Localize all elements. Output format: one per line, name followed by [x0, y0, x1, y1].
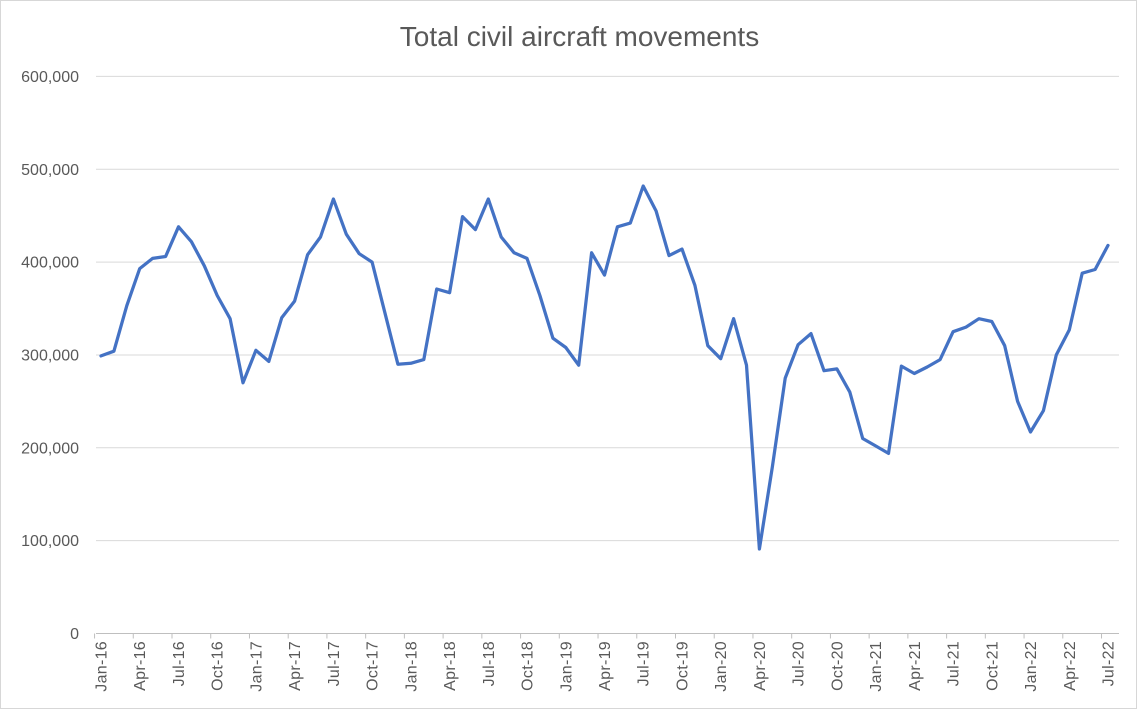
x-axis-tick-label: Oct-20	[829, 641, 846, 691]
y-axis-tick-label: 200,000	[21, 440, 79, 457]
x-axis-tick-label: Jan-16	[94, 641, 111, 692]
x-axis-tick-label: Jan-19	[558, 641, 575, 692]
x-axis-tick-label: Jul-18	[481, 641, 498, 686]
y-axis-labels: 600,000 500,000 400,000 300,000 200,000 100,0…	[21, 69, 79, 643]
x-axis-tick-label: Jan-17	[248, 641, 265, 692]
x-axis-tick-label: Apr-18	[442, 641, 459, 691]
x-axis-labels: Jan-16 Apr-16 Jul-16 Oct-16 Jan-17 Apr-17 Jul-…	[94, 641, 1118, 692]
y-axis-tick-label: 600,000	[21, 69, 79, 86]
x-axis-tick-label: Jul-19	[636, 641, 653, 686]
x-axis-tick-label: Oct-19	[674, 641, 691, 691]
x-axis-tick-label: Oct-17	[365, 641, 382, 691]
x-axis-tick-label: Jul-16	[171, 641, 188, 686]
x-axis-tick-label: Apr-16	[132, 641, 149, 691]
x-axis-tick-label: Apr-20	[752, 641, 769, 691]
x-axis-tick-label: Jan-18	[403, 641, 420, 692]
y-axis-tick-label: 300,000	[21, 347, 79, 364]
x-axis	[94, 633, 1119, 639]
gridlines	[96, 75, 1119, 542]
x-axis-tick-label: Jan-20	[713, 641, 730, 692]
x-axis-tick-label: Apr-21	[907, 641, 924, 691]
x-axis-tick-label: Oct-18	[520, 641, 537, 691]
x-axis-tick-label: Jan-22	[1023, 641, 1040, 692]
y-axis-tick-label: 0	[70, 626, 79, 643]
y-axis-tick-label: 500,000	[21, 162, 79, 179]
x-axis-tick-label: Apr-17	[287, 641, 304, 691]
y-axis-tick-label: 100,000	[21, 533, 79, 550]
x-axis-tick-label: Jul-17	[326, 641, 343, 686]
x-axis-tick-label: Oct-21	[984, 641, 1001, 691]
series-line-total-civil-aircraft-movements	[99, 184, 1110, 551]
x-axis-tick-label: Jul-22	[1100, 641, 1117, 686]
x-axis-tick-label: Jul-20	[791, 641, 808, 686]
chart-title: Total civil aircraft movements	[399, 21, 760, 52]
x-axis-tick-label: Jan-21	[868, 641, 885, 692]
x-axis-tick-label: Oct-16	[210, 641, 227, 691]
x-axis-tick-label: Apr-19	[597, 641, 614, 691]
x-axis-tick-label: Jul-21	[946, 641, 963, 686]
y-axis-tick-label: 400,000	[21, 255, 79, 272]
x-axis-tick-label: Apr-22	[1062, 641, 1079, 691]
